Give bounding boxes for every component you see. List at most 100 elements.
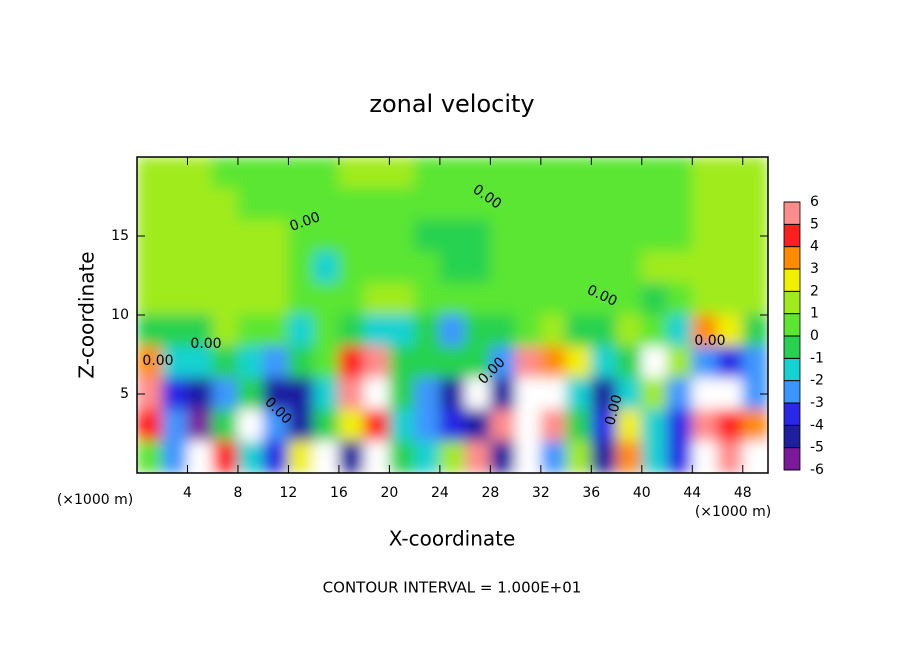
cell (666, 219, 693, 253)
cell (262, 314, 289, 348)
cell (565, 377, 592, 411)
cell (287, 346, 315, 379)
cell (540, 251, 567, 284)
cell (388, 219, 416, 253)
cell (137, 440, 163, 473)
cell (137, 346, 163, 379)
colorbar-tick-label: -4 (810, 417, 824, 433)
cell (515, 219, 542, 253)
cell (338, 282, 365, 316)
cell (540, 157, 567, 190)
cell (565, 188, 592, 221)
cell (489, 314, 517, 348)
cell (464, 188, 491, 221)
cell (540, 314, 567, 348)
cell (515, 440, 542, 473)
cell (565, 346, 592, 379)
cell (363, 251, 390, 284)
colorbar-swatch (783, 402, 801, 426)
cell (287, 219, 315, 253)
cell (439, 377, 466, 411)
cell (212, 188, 239, 221)
x-tick-label: 4 (183, 485, 192, 501)
cell (161, 377, 188, 411)
cell (439, 409, 466, 442)
cell (464, 377, 491, 411)
cell (237, 440, 264, 473)
cell (641, 157, 668, 190)
cell (287, 251, 315, 284)
cell (691, 440, 719, 473)
cell (464, 314, 491, 348)
cell (691, 314, 719, 348)
cell (338, 219, 365, 253)
cell (262, 188, 289, 221)
cell (212, 282, 239, 316)
cell (338, 346, 365, 379)
cell (363, 157, 390, 190)
cell (262, 346, 289, 379)
cell (237, 377, 264, 411)
cell (742, 188, 768, 221)
x-tick-label: 12 (280, 485, 298, 501)
cell (414, 219, 441, 253)
cell (161, 188, 188, 221)
cell (515, 188, 542, 221)
cell (616, 251, 643, 284)
cell (161, 157, 188, 190)
cell (641, 251, 668, 284)
cell (161, 409, 188, 442)
cell (691, 282, 719, 316)
y-tick-label: 15 (111, 228, 129, 244)
cell (338, 377, 365, 411)
cell (237, 314, 264, 348)
cell (464, 251, 491, 284)
cell (717, 219, 744, 253)
cell (338, 409, 365, 442)
cell (717, 188, 744, 221)
cell (388, 188, 416, 221)
x-axis-unit: (×1000 m) (695, 504, 771, 520)
cell (691, 377, 719, 411)
cell (212, 377, 239, 411)
cell (666, 282, 693, 316)
cell (691, 251, 719, 284)
cell (313, 188, 340, 221)
cell (313, 251, 340, 284)
cell (641, 282, 668, 316)
cell (666, 440, 693, 473)
field (137, 157, 768, 473)
cell (262, 157, 289, 190)
colorbar-swatch (783, 290, 801, 315)
x-tick-label: 48 (734, 485, 752, 501)
cell (489, 282, 517, 316)
cell (464, 440, 491, 473)
cell (439, 314, 466, 348)
cell (565, 282, 592, 316)
cell (540, 409, 567, 442)
cell (489, 251, 517, 284)
cell (388, 409, 416, 442)
cell (363, 219, 390, 253)
cell (186, 377, 214, 411)
cell (666, 251, 693, 284)
x-tick-label: 28 (481, 485, 499, 501)
cell (464, 346, 491, 379)
cell (439, 188, 466, 221)
cell (439, 440, 466, 473)
contour-interval: CONTOUR INTERVAL = 1.000E+01 (323, 579, 582, 597)
colorbar-swatch (783, 201, 801, 225)
cell (489, 409, 517, 442)
cell (161, 314, 188, 348)
cell (186, 314, 214, 348)
cell (287, 377, 315, 411)
cell (641, 377, 668, 411)
cell (363, 188, 390, 221)
cell (186, 440, 214, 473)
cell (616, 282, 643, 316)
cell (439, 157, 466, 190)
cell (287, 282, 315, 316)
cell (590, 314, 618, 348)
cell (641, 219, 668, 253)
